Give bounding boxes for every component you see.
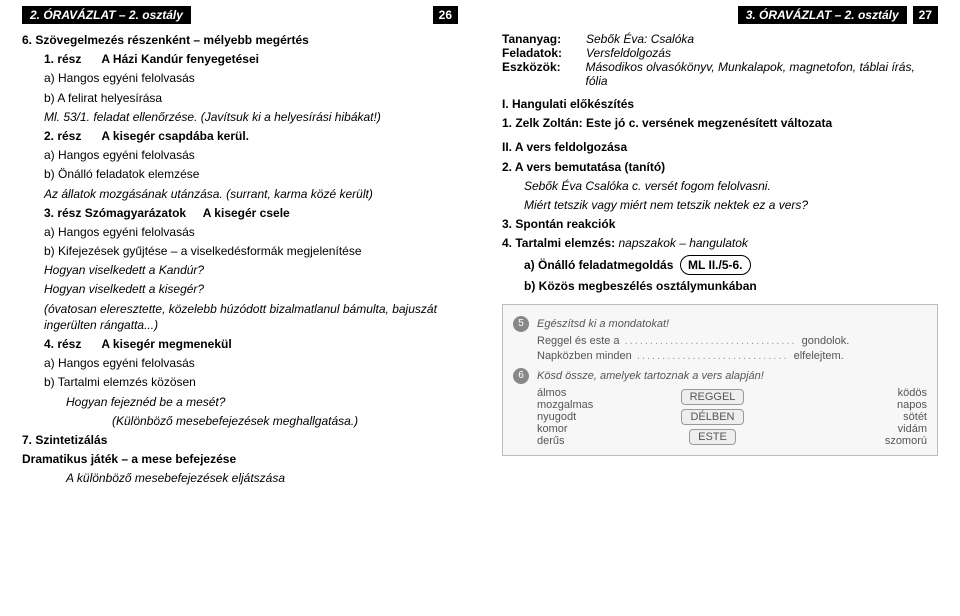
ex6-right-2: sötét [771,411,927,423]
part4: 4. rész A kisegér megmenekül [44,336,458,352]
drama: Dramatikus játék – a mese befejezése [22,451,458,467]
pill-delben: DÉLBEN [681,409,743,425]
ex6-col-left: álmos mozgalmas nyugodt komor derűs [537,387,654,447]
left-page-number: 26 [433,6,458,24]
right-header: 3. ÓRAVÁZLAT – 2. osztály 27 [502,6,938,24]
ex6-right-0: ködös [771,387,927,399]
part1-title: A Házi Kandúr fenyegetései [101,52,259,66]
ex6-right-3: vidám [771,423,927,435]
part1: 1. rész A Házi Kandúr fenyegetései [44,51,458,67]
q1: Hogyan viselkedett a Kandúr? [44,262,458,278]
p3-b: b) Kifejezések gyűjtése – a viselkedésfo… [44,243,458,259]
II2a: Sebők Éva Csalóka c. versét fogom felolv… [524,178,938,194]
part3: 3. rész Szómagyarázatok A kisegér csele [44,205,458,221]
ex6-left-0: álmos [537,387,654,399]
part1-label: 1. rész [44,52,81,66]
p2-b: b) Önálló feladatok elemzése [44,166,458,182]
ml-badge: ML II./5-6. [680,255,750,275]
section-II2: 2. A vers bemutatása (tanító) [502,159,938,175]
section-7: 7. Szintetizálás [22,432,458,448]
part4-label: 4. rész [44,337,81,351]
ex5: 5 Egészítsd ki a mondatokat! [513,316,927,332]
ex5-l2a: Napközben minden [537,350,632,362]
left-page: 2. ÓRAVÁZLAT – 2. osztály 26 6. Szövegel… [0,0,480,616]
II2b: Miért tetszik vagy miért nem tetszik nek… [524,197,938,213]
section-6: 6. Szövegelmezés részenként – mélyebb me… [22,32,458,48]
section-II3: 3. Spontán reakciók [502,216,938,232]
ex5-l2b: elfelejtem. [794,350,844,362]
p2-motion: Az állatok mozgásának utánzása. (surrant… [44,186,458,202]
dots-icon: .................................. [620,335,802,347]
q2: Hogyan viselkedett a kisegér? [44,281,458,297]
ex6-grid: álmos mozgalmas nyugodt komor derűs REGG… [537,387,927,447]
ex6-left-4: derűs [537,435,654,447]
section-I: I. Hangulati előkészítés [502,96,938,112]
p4-note: (Különböző mesebefejezések meghallgatása… [112,413,458,429]
II4-ital: napszakok – hangulatok [619,236,748,250]
p4-q: Hogyan fejeznéd be a mesét? [66,394,458,410]
ex5-l1b: gondolok. [802,335,850,347]
ex6-right-1: napos [771,399,927,411]
dots-icon: .............................. [632,350,794,362]
meta-feladatok-value: Versfeldolgozás [586,46,671,60]
pill-reggel: REGGEL [681,389,745,405]
part4-title: A kisegér megmenekül [101,337,231,351]
ex5-l1a: Reggel és este a [537,335,620,347]
p2-a: a) Hangos egyéni felolvasás [44,147,458,163]
ex5-line2: Napközben minden .......................… [537,350,927,362]
meta-eszkozok-value: Másodikos olvasókönyv, Munkalapok, magne… [586,60,938,88]
II4a-pre: a) Önálló feladatmegoldás [524,258,673,272]
p4-a: a) Hangos egyéni felolvasás [44,355,458,371]
section-II4: 4. Tartalmi elemzés: napszakok – hangula… [502,235,938,251]
meta-tananyag-value: Sebők Éva: Csalóka [586,32,694,46]
section-II: II. A vers feldolgozása [502,139,938,155]
part2-title: A kisegér csapdába kerül. [101,129,249,143]
meta-tananyag-label: Tananyag: [502,32,582,46]
p3-a: a) Hangos egyéni felolvasás [44,224,458,240]
ex6-icon: 6 [513,368,529,384]
ex5-title: Egészítsd ki a mondatokat! [537,318,669,330]
part3-title: A kisegér csele [203,206,290,220]
ex6-title: Kösd össze, amelyek tartoznak a vers ala… [537,370,764,382]
meta-tananyag: Tananyag: Sebők Éva: Csalóka [502,32,938,46]
ex5-icon: 5 [513,316,529,332]
meta-feladatok-label: Feladatok: [502,46,582,60]
ex6-col-right: ködös napos sötét vidám szomorú [771,387,927,447]
section-I1: 1. Zelk Zoltán: Este jó c. versének megz… [502,115,938,131]
meta-eszkozok: Eszközök: Másodikos olvasókönyv, Munkala… [502,60,938,88]
q3: (óvatosan eleresztette, közelebb húzódot… [44,301,458,333]
ex6-right-4: szomorú [771,435,927,447]
p1-ml: Ml. 53/1. feladat ellenőrzése. (Javítsuk… [44,109,458,125]
part3-label: 3. rész Szómagyarázatok [44,206,186,220]
right-page-number: 27 [913,6,938,24]
II4b: b) Közös megbeszélés osztálymunkában [524,278,938,294]
p1-a: a) Hangos egyéni felolvasás [44,70,458,86]
ex6-left-3: komor [537,423,654,435]
p4-b: b) Tartalmi elemzés közösen [44,374,458,390]
left-header: 2. ÓRAVÁZLAT – 2. osztály 26 [22,6,458,24]
II4-pre: 4. Tartalmi elemzés: [502,236,619,250]
right-header-title: 3. ÓRAVÁZLAT – 2. osztály [738,6,907,24]
left-header-title: 2. ÓRAVÁZLAT – 2. osztály [22,6,191,24]
drama-sub: A különböző mesebefejezések eljátszása [66,470,458,486]
meta-feladatok: Feladatok: Versfeldolgozás [502,46,938,60]
exercise-figure: 5 Egészítsd ki a mondatokat! Reggel és e… [502,304,938,456]
ex5-line1: Reggel és este a .......................… [537,335,927,347]
p1-b: b) A felirat helyesírása [44,90,458,106]
ex6-left-1: mozgalmas [537,399,654,411]
pill-este: ESTE [689,429,736,445]
ex6: 6 Kösd össze, amelyek tartoznak a vers a… [513,368,927,384]
ex6-col-mid: REGGEL DÉLBEN ESTE [654,387,771,447]
ex6-left-2: nyugodt [537,411,654,423]
right-page: 3. ÓRAVÁZLAT – 2. osztály 27 Tananyag: S… [480,0,960,616]
II4a: a) Önálló feladatmegoldás ML II./5-6. [524,255,938,275]
meta-eszkozok-label: Eszközök: [502,60,582,88]
part2: 2. rész A kisegér csapdába kerül. [44,128,458,144]
part2-label: 2. rész [44,129,81,143]
